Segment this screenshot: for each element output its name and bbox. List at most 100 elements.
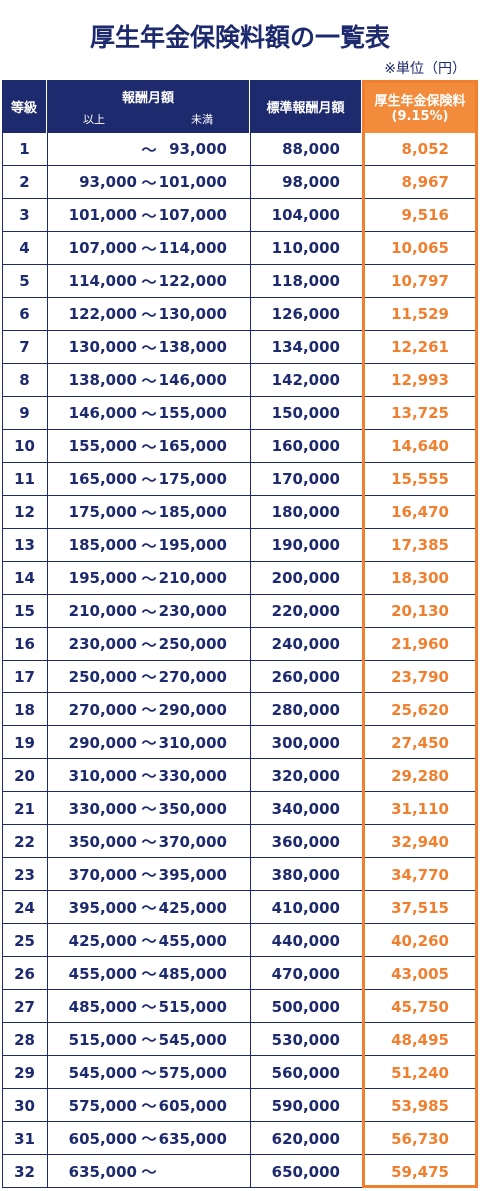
salary-to: 114,000 (158, 239, 227, 258)
salary-sep: ～ (141, 998, 157, 1017)
salary-sep: ～ (141, 536, 157, 555)
header-text: 厚生年金保険料 (374, 93, 466, 109)
premium-cell: 10,797 (391, 272, 449, 291)
header-text: 未満 (191, 112, 213, 126)
header-cell: 等級 (2, 80, 47, 133)
row-line (2, 593, 478, 595)
row-line (2, 428, 478, 430)
standard-cell: 440,000 (271, 931, 340, 950)
row-line (2, 824, 478, 826)
standard-cell: 180,000 (271, 503, 340, 522)
salary-from: 290,000 (68, 733, 137, 752)
standard-cell: 220,000 (271, 602, 340, 621)
grade-cell: 22 (14, 832, 35, 851)
salary-from: 230,000 (68, 635, 137, 654)
salary-sep: ～ (141, 404, 157, 423)
salary-to: 515,000 (158, 997, 227, 1016)
grade-cell: 18 (14, 700, 35, 719)
standard-cell: 190,000 (271, 536, 340, 555)
premium-cell: 17,385 (391, 536, 449, 555)
row-line (2, 1022, 478, 1024)
row-line (2, 197, 478, 199)
column-line (362, 133, 363, 1188)
salary-to: 605,000 (158, 1096, 227, 1115)
grade-cell: 21 (14, 799, 35, 818)
salary-sep: ～ (141, 239, 157, 258)
grade-cell: 5 (19, 272, 30, 291)
salary-to: 93,000 (169, 140, 227, 159)
premium-cell: 34,770 (391, 865, 449, 884)
grade-cell: 17 (14, 667, 35, 686)
standard-cell: 170,000 (271, 470, 340, 489)
standard-cell: 380,000 (271, 865, 340, 884)
salary-to: 195,000 (158, 536, 227, 555)
grade-cell: 29 (14, 1063, 35, 1082)
salary-sep: ～ (141, 1064, 157, 1083)
salary-to: 545,000 (158, 1030, 227, 1049)
salary-to: 370,000 (158, 832, 227, 851)
standard-cell: 320,000 (271, 766, 340, 785)
standard-cell: 200,000 (271, 569, 340, 588)
salary-from: 195,000 (68, 569, 137, 588)
row-line (2, 758, 478, 760)
row-line (2, 296, 478, 298)
premium-cell: 12,993 (391, 371, 449, 390)
header-text: 以上 (83, 112, 105, 126)
salary-from: 455,000 (68, 964, 137, 983)
row-line (2, 362, 478, 364)
salary-to: 165,000 (158, 437, 227, 456)
standard-cell: 126,000 (271, 305, 340, 324)
standard-cell: 240,000 (271, 635, 340, 654)
grade-cell: 30 (14, 1096, 35, 1115)
salary-sep: ～ (141, 206, 157, 225)
standard-cell: 260,000 (271, 667, 340, 686)
salary-from: 485,000 (68, 997, 137, 1016)
grade-cell: 16 (14, 635, 35, 654)
row-line (2, 659, 478, 661)
salary-from: 370,000 (68, 865, 137, 884)
salary-to: 210,000 (158, 569, 227, 588)
salary-to: 485,000 (158, 964, 227, 983)
salary-from: 635,000 (68, 1162, 137, 1181)
salary-sep: ～ (141, 965, 157, 984)
standard-cell: 98,000 (282, 173, 340, 192)
premium-cell: 20,130 (391, 602, 449, 621)
salary-to: 175,000 (158, 470, 227, 489)
row-line (2, 527, 478, 529)
salary-from: 605,000 (68, 1129, 137, 1148)
row-line (2, 1055, 478, 1057)
standard-cell: 134,000 (271, 338, 340, 357)
salary-sep: ～ (141, 800, 157, 819)
grade-cell: 25 (14, 931, 35, 950)
standard-cell: 88,000 (282, 140, 340, 159)
salary-from: 114,000 (68, 272, 137, 291)
premium-cell: 29,280 (391, 766, 449, 785)
row-line (2, 890, 478, 892)
grade-cell: 19 (14, 733, 35, 752)
grade-cell: 4 (19, 239, 30, 258)
salary-from: 122,000 (68, 305, 137, 324)
salary-sep: ～ (141, 734, 157, 753)
salary-from: 155,000 (68, 437, 137, 456)
salary-from: 330,000 (68, 799, 137, 818)
row-line (2, 329, 478, 331)
salary-sep: ～ (141, 173, 157, 192)
salary-sep: ～ (141, 470, 157, 489)
salary-sep: ～ (141, 1130, 157, 1149)
salary-sep: ～ (141, 866, 157, 885)
salary-from: 425,000 (68, 931, 137, 950)
salary-to: 107,000 (158, 206, 227, 225)
grade-cell: 9 (19, 404, 30, 423)
row-line (2, 626, 478, 628)
grade-cell: 23 (14, 865, 35, 884)
grade-cell: 31 (14, 1129, 35, 1148)
salary-from: 146,000 (68, 404, 137, 423)
header-text: 等級 (10, 101, 37, 116)
grade-cell: 24 (14, 898, 35, 917)
column-line (250, 133, 251, 1188)
header-text: (9.15%) (391, 108, 449, 124)
premium-cell: 43,005 (391, 964, 449, 983)
standard-cell: 650,000 (271, 1162, 340, 1181)
salary-sep: ～ (141, 371, 157, 390)
salary-to: 250,000 (158, 635, 227, 654)
